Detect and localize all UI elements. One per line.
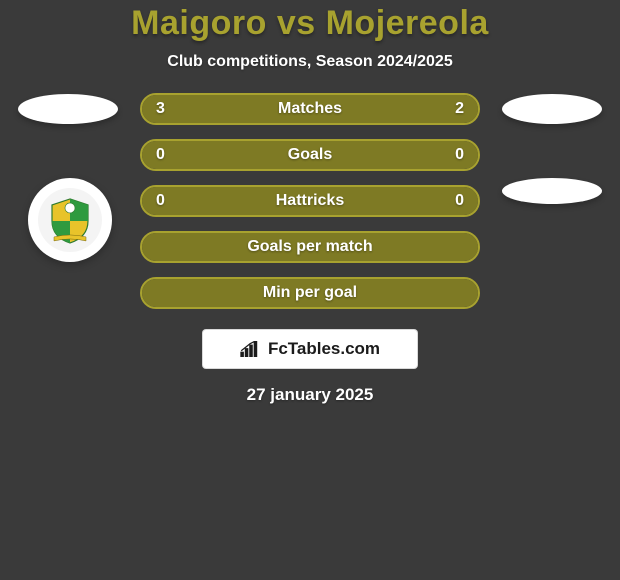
- stat-label: Hattricks: [276, 192, 344, 210]
- stat-pill-gpm: Goals per match: [140, 231, 480, 263]
- stat-row-gpm: Goals per match: [0, 231, 620, 263]
- page-subtitle: Club competitions, Season 2024/2025: [167, 53, 452, 71]
- stat-pill-goals: 0 Goals 0: [140, 139, 480, 171]
- stat-fill-left: [142, 141, 310, 169]
- bar-chart-icon: [240, 341, 262, 357]
- fctables-logo-box: FcTables.com: [202, 329, 418, 369]
- stat-label: Min per goal: [263, 284, 357, 302]
- stat-label: Goals: [288, 146, 332, 164]
- stat-value-left: 0: [156, 192, 165, 210]
- spacer: [18, 232, 118, 262]
- spacer: [18, 278, 118, 308]
- stat-fill-right: [310, 141, 478, 169]
- stat-value-left: 3: [156, 100, 165, 118]
- date-text: 27 january 2025: [247, 385, 374, 405]
- player-right-oval: [502, 94, 602, 124]
- stat-label: Matches: [278, 100, 342, 118]
- stat-value-right: 2: [455, 100, 464, 118]
- stat-value-right: 0: [455, 192, 464, 210]
- spacer: [502, 278, 602, 308]
- stat-pill-matches: 3 Matches 2: [140, 93, 480, 125]
- fctables-logo-text: FcTables.com: [268, 339, 380, 359]
- stat-row-matches: 3 Matches 2: [0, 93, 620, 125]
- page-title: Maigoro vs Mojereola: [131, 4, 489, 43]
- stat-row-hattricks: 0 Hattricks 0: [0, 185, 620, 217]
- spacer: [18, 140, 118, 170]
- player-left-oval: [18, 94, 118, 124]
- stat-row-mpg: Min per goal: [0, 277, 620, 309]
- stat-value-left: 0: [156, 146, 165, 164]
- stat-pill-hattricks: 0 Hattricks 0: [140, 185, 480, 217]
- spacer: [502, 232, 602, 262]
- content-root: Maigoro vs Mojereola Club competitions, …: [0, 0, 620, 580]
- spacer: [502, 186, 602, 216]
- stat-row-goals: 0 Goals 0: [0, 139, 620, 171]
- stat-value-right: 0: [455, 146, 464, 164]
- stat-pill-mpg: Min per goal: [140, 277, 480, 309]
- stat-label: Goals per match: [247, 238, 372, 256]
- spacer: [502, 140, 602, 170]
- spacer: [18, 186, 118, 216]
